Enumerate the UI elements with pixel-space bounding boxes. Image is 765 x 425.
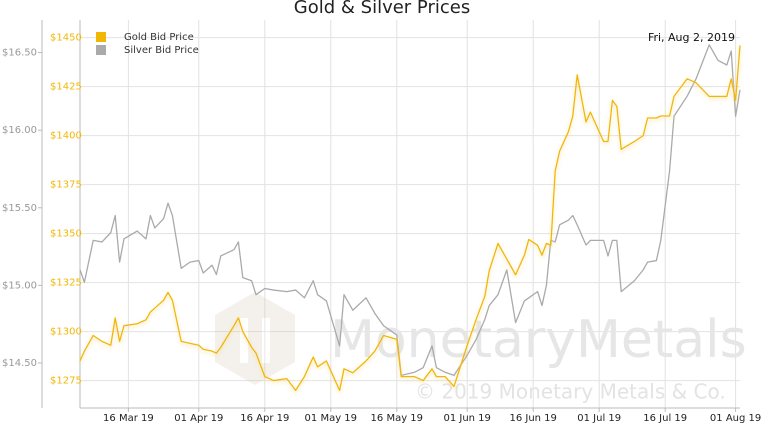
y-tick-label: $1375 [50,180,82,191]
watermark: MonetaryMetals [330,310,747,370]
y2-tick-label: $15.00 [2,280,37,291]
y-tick-label: $1325 [50,278,82,289]
y2-tick-label: $16.50 [2,48,37,59]
x-tick-label: 01 Jun 19 [443,413,490,424]
y-tick-label: $1350 [50,229,82,240]
date-annotation: Fri, Aug 2, 2019 [648,31,735,44]
legend-label: Silver Bid Price [124,45,199,56]
x-tick-label: 01 Aug 19 [710,413,761,424]
x-tick-label: 16 May 19 [371,413,423,424]
y-tick-label: $1425 [50,82,82,93]
watermark-copyright: © 2019 Monetary Metals & Co. [415,380,726,404]
y2-tick-label: $15.50 [2,203,37,214]
chart-title: Gold & Silver Prices [294,0,470,18]
y-tick-label: $1275 [50,376,82,387]
series-line [79,45,741,392]
legend-swatch [96,45,106,55]
y2-tick-label: $14.50 [2,358,37,369]
legend-swatch [96,32,106,42]
x-tick-label: 01 Jul 19 [577,413,621,424]
y-tick-label: $1450 [50,33,82,44]
y2-tick-label: $16.00 [2,125,37,136]
x-tick-label: 01 May 19 [305,413,357,424]
legend-label: Gold Bid Price [124,32,194,43]
x-tick-label: 16 Jun 19 [509,413,556,424]
x-tick-label: 01 Apr 19 [174,413,223,424]
y-tick-label: $1400 [50,131,82,142]
y-tick-label: $1300 [50,327,82,338]
x-tick-label: 16 Mar 19 [103,413,154,424]
series-line [79,44,741,377]
x-tick-label: 16 Apr 19 [240,413,289,424]
watermark-logo [215,292,295,385]
x-tick-label: 16 Jul 19 [643,413,687,424]
